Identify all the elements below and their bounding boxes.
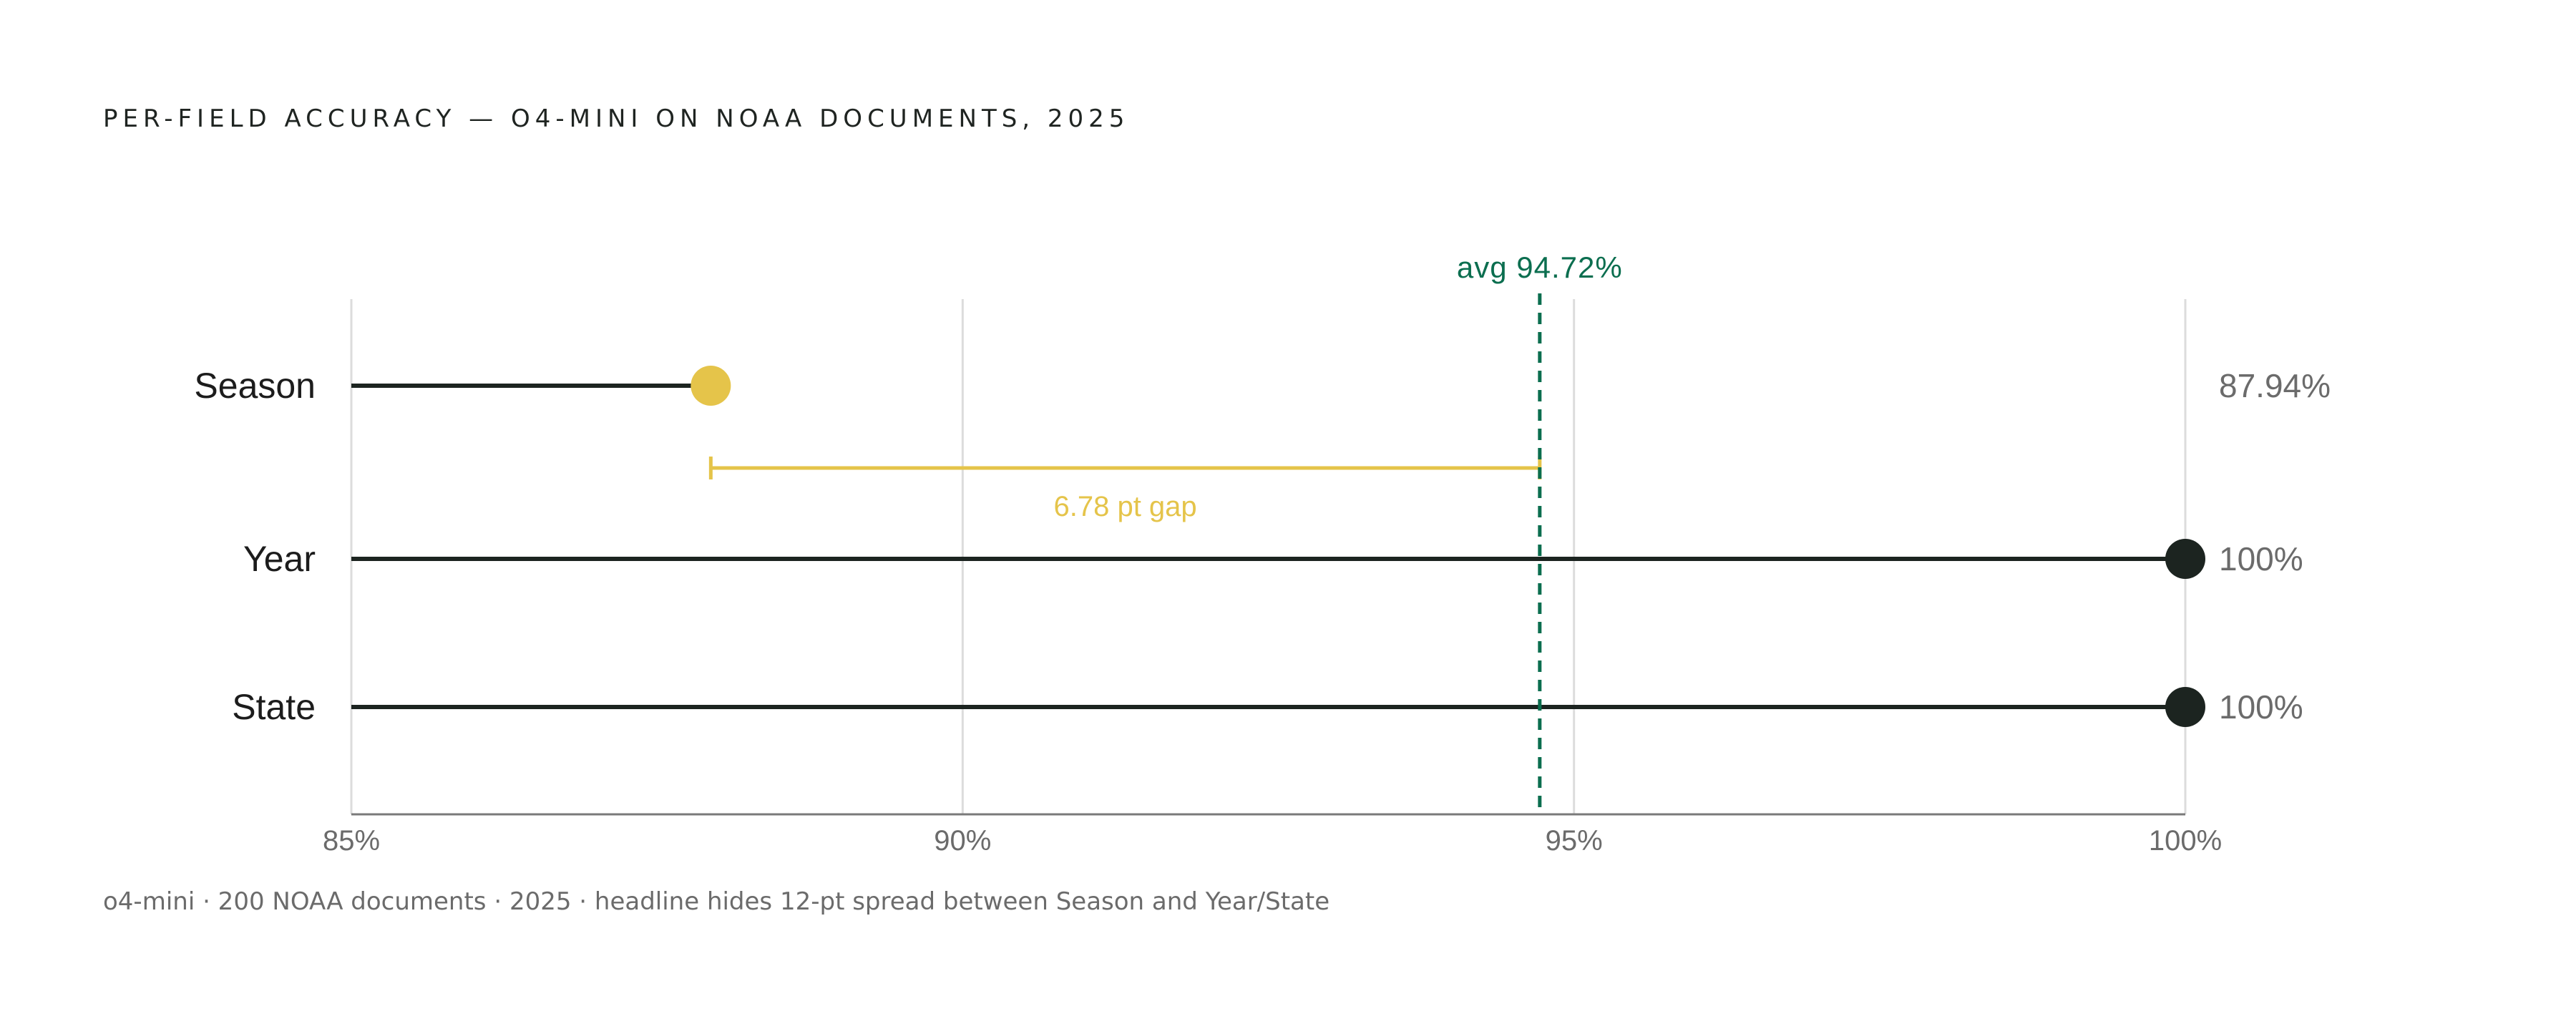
value-label-year: 100% — [2219, 540, 2303, 577]
category-labels: Season Year State — [194, 366, 316, 727]
x-tick-label-90: 90% — [934, 825, 991, 857]
average-label: avg 94.72% — [1457, 250, 1623, 284]
value-label-season: 87.94% — [2219, 367, 2331, 404]
gap-annotation: 6.78 pt gap — [708, 457, 1542, 522]
x-tick-label-100: 100% — [2149, 825, 2222, 857]
category-label-season: Season — [194, 366, 316, 406]
dot-season — [691, 366, 731, 406]
chart-title: PER-FIELD ACCURACY — O4-MINI ON NOAA DOC… — [103, 104, 1130, 133]
dot-state — [2165, 687, 2205, 727]
chart-footnote: o4-mini · 200 NOAA documents · 2025 · he… — [103, 887, 1330, 916]
lollipop-stems — [351, 384, 2185, 709]
average-annotation: avg 94.72% — [1457, 250, 1623, 814]
x-tick-label-95: 95% — [1546, 825, 1603, 857]
value-labels: 87.94% 100% 100% — [2219, 367, 2331, 726]
x-axis: 85% 90% 95% 100% — [323, 813, 2222, 857]
gap-label: 6.78 pt gap — [1053, 491, 1196, 522]
lollipop-dots — [691, 366, 2205, 727]
category-label-year: Year — [243, 539, 316, 579]
value-label-state: 100% — [2219, 688, 2303, 726]
dot-year — [2165, 539, 2205, 579]
x-tick-label-85: 85% — [323, 825, 380, 857]
category-label-state: State — [232, 687, 316, 727]
